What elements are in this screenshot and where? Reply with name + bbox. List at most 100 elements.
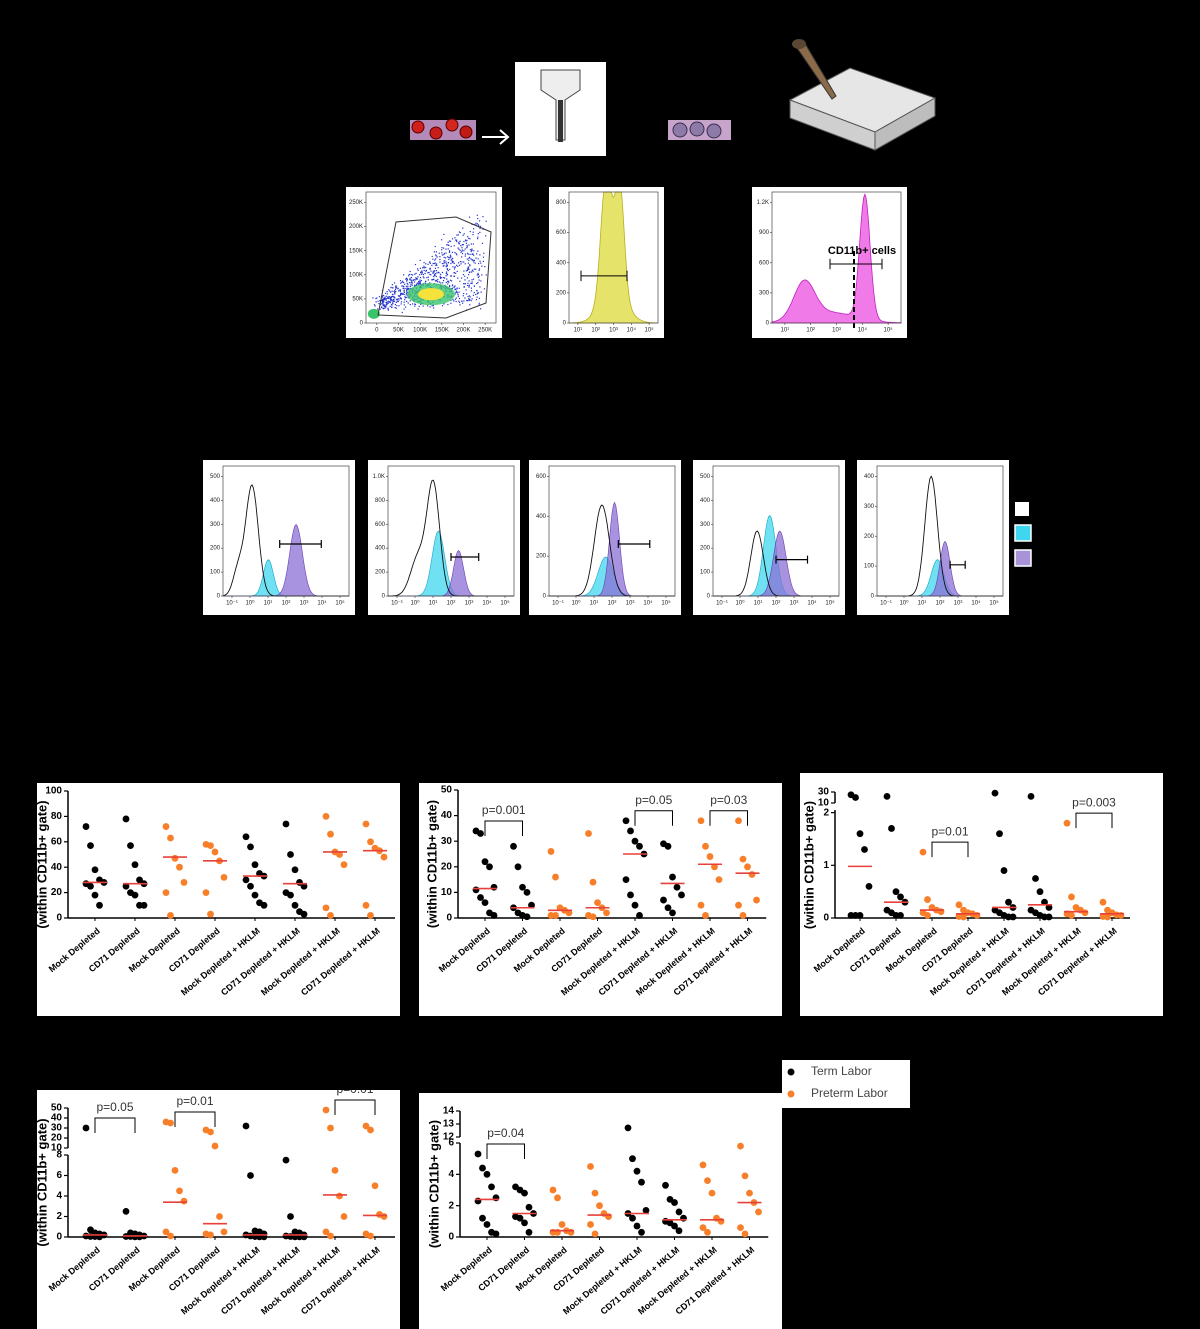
y-tick-label: 20 — [51, 1133, 63, 1144]
data-point — [718, 1218, 725, 1225]
data-point — [479, 1215, 486, 1222]
event — [480, 308, 481, 309]
histogram-plot: 02004006008001.0K10⁻¹10⁰10¹10²10³10⁴10⁵ — [368, 460, 520, 615]
y-tick-label: 40 — [441, 810, 453, 821]
x-tick-label: 10² — [608, 601, 617, 607]
event — [463, 250, 464, 251]
event — [473, 228, 474, 229]
x-tick-label: 10³ — [954, 601, 963, 607]
event — [410, 284, 411, 285]
data-point — [167, 912, 174, 919]
event — [400, 293, 401, 294]
event — [412, 285, 413, 286]
event — [404, 294, 405, 295]
data-point — [623, 876, 630, 883]
event — [483, 261, 484, 262]
event — [471, 298, 472, 299]
event — [374, 304, 375, 305]
event — [448, 242, 449, 243]
event — [449, 257, 450, 258]
event — [471, 248, 472, 249]
event — [390, 302, 391, 303]
event — [403, 288, 404, 289]
event — [423, 274, 424, 275]
event — [401, 303, 402, 304]
data-point — [381, 1213, 388, 1220]
event — [468, 238, 469, 239]
event — [469, 264, 470, 265]
data-point — [167, 1120, 174, 1127]
event — [472, 234, 473, 235]
p-value: p=0.05 — [635, 793, 672, 807]
data-point — [96, 902, 103, 909]
event — [417, 309, 418, 310]
event — [448, 282, 449, 283]
data-point — [888, 825, 895, 832]
event — [381, 303, 382, 304]
cell — [673, 123, 687, 137]
event — [444, 262, 445, 263]
data-point — [623, 817, 630, 824]
y-tick-label: 600 — [556, 230, 567, 236]
event — [477, 251, 478, 252]
data-point — [709, 1190, 716, 1197]
event — [394, 293, 395, 294]
event — [458, 247, 459, 248]
data-point — [526, 1204, 533, 1211]
data-point — [924, 896, 931, 903]
event — [401, 301, 402, 302]
data-point — [585, 830, 592, 837]
event — [475, 223, 476, 224]
y-tick-label: 200 — [210, 546, 221, 552]
data-point — [243, 877, 250, 884]
event — [473, 271, 474, 272]
event — [433, 271, 434, 272]
event — [440, 276, 441, 277]
event — [383, 304, 384, 305]
y-tick-label: 13 — [443, 1119, 455, 1130]
event — [390, 299, 391, 300]
x-tick-label: 10⁴ — [858, 327, 868, 334]
data-point — [521, 1220, 528, 1227]
event — [443, 234, 444, 235]
event — [434, 251, 435, 252]
event — [464, 297, 465, 298]
event — [393, 299, 394, 300]
event — [426, 277, 427, 278]
event — [432, 256, 433, 257]
event — [464, 279, 465, 280]
data-point — [1010, 914, 1017, 921]
data-point — [332, 1167, 339, 1174]
event — [476, 299, 477, 300]
event — [422, 267, 423, 268]
event — [454, 245, 455, 246]
x-tick-label: 10³ — [832, 328, 841, 334]
event — [396, 287, 397, 288]
event — [450, 276, 451, 277]
y-tick-label: 2 — [823, 807, 829, 818]
data-point — [1005, 899, 1012, 906]
event — [465, 240, 466, 241]
event — [459, 288, 460, 289]
event — [469, 304, 470, 305]
event — [477, 274, 478, 275]
event — [436, 272, 437, 273]
event — [402, 293, 403, 294]
data-point — [283, 1157, 290, 1164]
data-point — [662, 1182, 669, 1189]
event — [450, 256, 451, 257]
data-point — [475, 1151, 482, 1158]
event — [478, 224, 479, 225]
histogram-plot: 010020030040050010⁻¹10⁰10¹10²10³10⁴10⁵ — [203, 460, 355, 615]
y-tick-label: 400 — [536, 514, 547, 520]
event — [456, 253, 457, 254]
legend-label: Term Labor — [811, 1064, 872, 1078]
panel — [419, 1093, 782, 1329]
event — [445, 257, 446, 258]
data-point — [212, 849, 219, 856]
event — [468, 260, 469, 261]
data-point — [287, 851, 294, 858]
event — [436, 251, 437, 252]
event — [445, 249, 446, 250]
data-point — [737, 1224, 744, 1231]
